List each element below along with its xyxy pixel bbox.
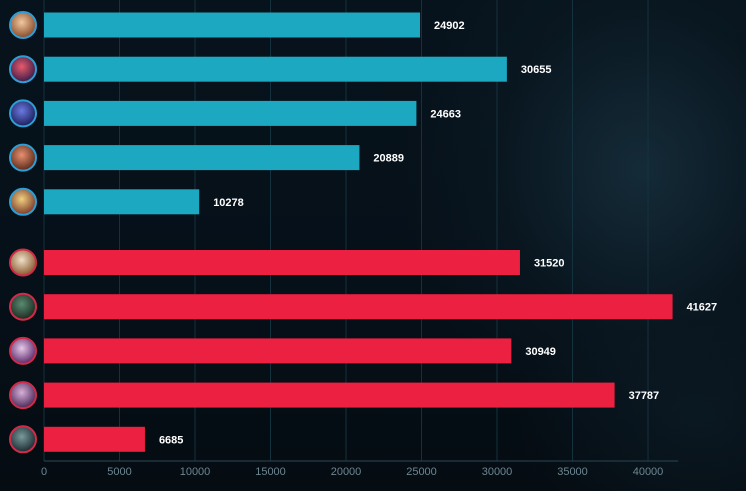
red-value-label: 37787	[629, 390, 660, 402]
x-tick-label: 5000	[107, 466, 131, 478]
red-bar	[44, 426, 145, 452]
red-bar	[44, 338, 512, 364]
red-value-label: 41627	[687, 302, 718, 314]
champion-portrait-icon	[9, 248, 37, 277]
champion-portrait-icon	[9, 143, 37, 172]
x-tick-label: 30000	[482, 466, 513, 478]
champion-portrait-icon	[9, 336, 37, 365]
champion-portrait-icon	[9, 99, 37, 128]
blue-value-label: 30655	[521, 64, 552, 76]
champion-portrait-icon	[9, 55, 37, 84]
x-axis: 0 5000 10000 15000 20000 25000 30000 35000 40000	[41, 460, 679, 478]
champion-icons	[9, 11, 37, 454]
blue-value-label: 24902	[434, 20, 465, 32]
blue-value-label: 24663	[430, 108, 461, 120]
x-tick-label: 20000	[331, 466, 362, 478]
x-tick-label: 15000	[255, 466, 286, 478]
blue-bar	[44, 12, 421, 38]
bars	[44, 12, 673, 452]
x-tick-label: 10000	[180, 466, 211, 478]
value-labels: 24902 30655 24663 20889 10278 31520 41627 30949…	[159, 20, 717, 446]
x-tick-label: 35000	[557, 466, 588, 478]
red-bar	[44, 382, 615, 408]
red-bar	[44, 250, 520, 275]
champion-portrait-icon	[9, 381, 37, 410]
blue-value-label: 10278	[213, 197, 244, 209]
x-tick-label: 25000	[406, 466, 437, 478]
red-value-label: 31520	[534, 258, 565, 270]
blue-value-label: 20889	[373, 153, 404, 165]
x-tick-label: 40000	[633, 466, 664, 478]
blue-bar	[44, 100, 417, 126]
blue-bar	[44, 189, 200, 215]
champion-portrait-icon	[9, 425, 37, 454]
red-value-label: 30949	[525, 346, 556, 358]
blue-bar	[44, 56, 507, 82]
champion-portrait-icon	[9, 187, 37, 216]
x-tick-label: 0	[41, 466, 47, 478]
blue-bar	[44, 145, 360, 171]
red-value-label: 6685	[159, 434, 183, 446]
champion-portrait-icon	[9, 11, 37, 39]
champion-portrait-icon	[9, 292, 37, 321]
red-bar	[44, 294, 673, 320]
